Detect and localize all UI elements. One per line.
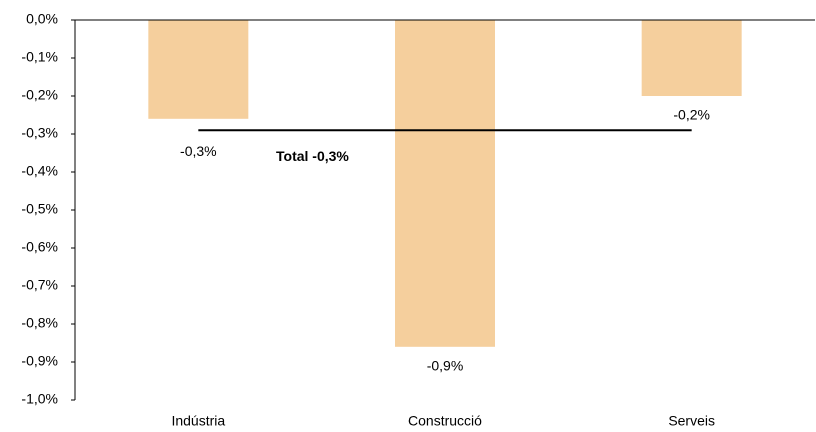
y-tick-label: -0,7% (21, 277, 58, 293)
x-tick-label: Construcció (408, 413, 482, 429)
bar (148, 20, 249, 119)
bar (641, 20, 742, 96)
x-tick-label: Serveis (668, 413, 715, 429)
y-tick-label: -0,8% (21, 315, 58, 331)
value-label: -0,3% (180, 143, 217, 159)
x-tick-label: Indústria (171, 413, 225, 429)
y-tick-label: -1,0% (21, 391, 58, 407)
value-label: -0,2% (673, 107, 710, 123)
y-tick-label: -0,4% (21, 163, 58, 179)
y-tick-label: -0,9% (21, 353, 58, 369)
y-tick-label: -0,3% (21, 125, 58, 141)
y-tick-label: 0,0% (26, 11, 58, 27)
y-tick-label: -0,5% (21, 201, 58, 217)
bar (395, 20, 495, 347)
total-label: Total -0,3% (276, 148, 349, 164)
y-tick-label: -0,1% (21, 49, 58, 65)
value-label: -0,9% (427, 358, 464, 374)
y-tick-label: -0,6% (21, 239, 58, 255)
y-tick-label: -0,2% (21, 87, 58, 103)
